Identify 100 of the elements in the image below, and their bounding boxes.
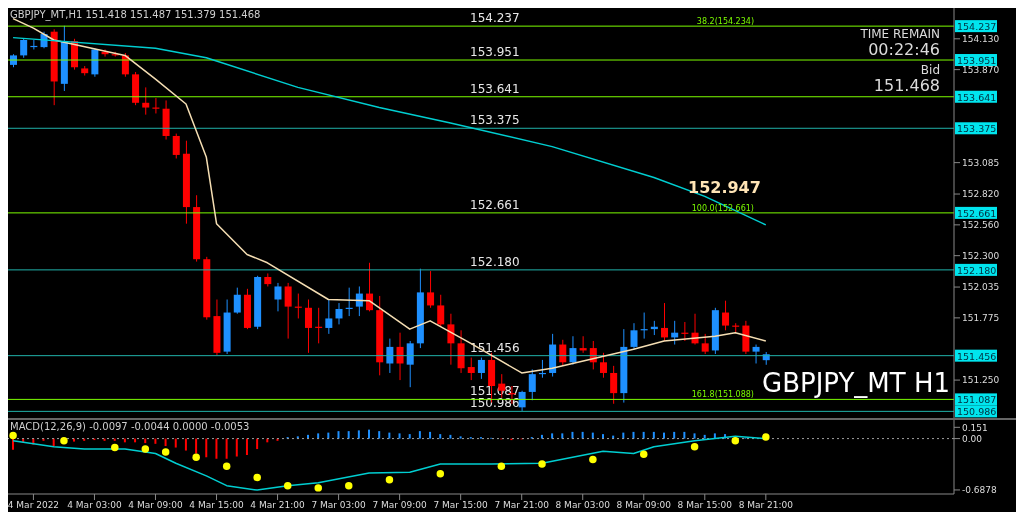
y-tick-label: 154.130 bbox=[962, 34, 1000, 44]
ref-line-label: 152.180 bbox=[470, 254, 520, 269]
candlestick bbox=[752, 344, 760, 364]
point bbox=[161, 448, 170, 456]
point bbox=[385, 475, 394, 484]
chart-title: GBPJPY_MT,H1 151.418 151.487 151.379 151.468 bbox=[10, 9, 261, 20]
bar bbox=[551, 433, 554, 439]
candlestick bbox=[569, 335, 577, 366]
point bbox=[314, 484, 322, 492]
candlestick bbox=[142, 86, 150, 116]
candlestick bbox=[386, 338, 394, 374]
point bbox=[762, 433, 770, 441]
x-tick-label: 7 Mar 09:00 bbox=[372, 500, 428, 511]
candlestick bbox=[599, 352, 607, 379]
bar bbox=[184, 438, 187, 451]
text: 150.986 bbox=[957, 406, 997, 418]
y-tick-label: 152.035 bbox=[962, 282, 1000, 293]
y-tick-label: 153.085 bbox=[962, 157, 1000, 168]
candlestick bbox=[661, 302, 669, 342]
x-tick-label: 4 Mar 09:00 bbox=[128, 500, 183, 511]
candlestick bbox=[610, 365, 618, 405]
bar bbox=[113, 438, 116, 441]
candlestick bbox=[233, 287, 241, 315]
bar bbox=[429, 431, 432, 439]
ref-line-label: 154.237 bbox=[470, 11, 520, 26]
ref-line-label: 153.951 bbox=[470, 45, 520, 60]
candlestick bbox=[284, 282, 292, 340]
candlestick bbox=[559, 339, 567, 367]
bar bbox=[663, 432, 666, 439]
x-tick-label: 7 Mar 21:00 bbox=[494, 500, 550, 511]
candlestick bbox=[528, 368, 536, 401]
x-tick-label: 4 Mar 15:00 bbox=[189, 500, 244, 511]
bar bbox=[388, 432, 391, 439]
text: 153.641 bbox=[957, 91, 997, 103]
y-tick-label: -0.6878 bbox=[962, 485, 998, 496]
candlestick bbox=[477, 357, 485, 380]
candlestick bbox=[467, 357, 475, 381]
annotation: TIME REMAIN bbox=[860, 27, 940, 41]
y-tick-label: 151.775 bbox=[962, 313, 1000, 324]
bar bbox=[357, 430, 360, 439]
y-tick-label: 152.560 bbox=[962, 220, 1000, 231]
candlestick bbox=[274, 282, 282, 312]
y-tick-label: 0.151 bbox=[962, 422, 988, 433]
bar bbox=[205, 438, 208, 458]
y-tick-label: 153.870 bbox=[962, 64, 1000, 75]
y-tick-label: 151.250 bbox=[962, 375, 1000, 386]
point bbox=[9, 431, 17, 440]
point bbox=[283, 481, 292, 490]
x-tick-label: 7 Mar 03:00 bbox=[311, 500, 367, 511]
text: 152.180 bbox=[957, 264, 997, 276]
text: 153.375 bbox=[957, 123, 997, 135]
candlestick bbox=[427, 270, 435, 309]
bar bbox=[154, 438, 157, 444]
point bbox=[111, 443, 119, 452]
point bbox=[192, 453, 200, 461]
bar bbox=[174, 438, 177, 448]
point bbox=[731, 437, 740, 445]
candlestick bbox=[172, 133, 180, 159]
bar bbox=[571, 431, 574, 439]
bar bbox=[449, 434, 452, 439]
point bbox=[538, 460, 546, 468]
bar bbox=[673, 431, 676, 439]
bar bbox=[256, 438, 259, 450]
x-tick-label: 7 Mar 15:00 bbox=[433, 500, 489, 511]
point bbox=[345, 481, 353, 490]
candlestick bbox=[406, 340, 414, 388]
y-tick-label: 152.820 bbox=[962, 189, 1000, 200]
bar bbox=[693, 433, 696, 439]
candlestick bbox=[355, 285, 363, 317]
point bbox=[640, 450, 648, 459]
candlestick bbox=[335, 302, 343, 325]
bar bbox=[368, 429, 371, 439]
point bbox=[690, 443, 699, 451]
text: 151.087 bbox=[957, 394, 997, 406]
x-tick-label: 4 Mar 2022 bbox=[7, 500, 60, 511]
annotation: 161.8(151.088) bbox=[691, 390, 754, 400]
bar bbox=[652, 431, 655, 439]
x-tick-label: 4 Mar 03:00 bbox=[67, 500, 122, 511]
text: 151.456 bbox=[957, 350, 997, 362]
y-tick-label: 0.00 bbox=[962, 433, 983, 444]
bar bbox=[195, 438, 198, 454]
ref-line-label: 152.661 bbox=[470, 197, 520, 212]
text: 154.237 bbox=[957, 21, 997, 33]
bar bbox=[337, 431, 340, 439]
candlestick bbox=[701, 333, 709, 355]
annotation: 152.947 bbox=[688, 178, 761, 197]
bar bbox=[703, 434, 706, 439]
bar bbox=[439, 434, 442, 439]
point bbox=[60, 437, 68, 445]
bar bbox=[683, 431, 686, 439]
bar bbox=[245, 438, 248, 456]
x-tick-label: 4 Mar 21:00 bbox=[250, 500, 306, 511]
candlestick bbox=[722, 300, 730, 331]
bar bbox=[103, 438, 106, 441]
bar bbox=[215, 438, 218, 459]
bar bbox=[642, 431, 645, 439]
annotation: GBPJPY_MT H1 bbox=[762, 368, 950, 398]
candlestick bbox=[437, 294, 445, 328]
bar bbox=[459, 436, 462, 439]
bar bbox=[408, 434, 411, 439]
